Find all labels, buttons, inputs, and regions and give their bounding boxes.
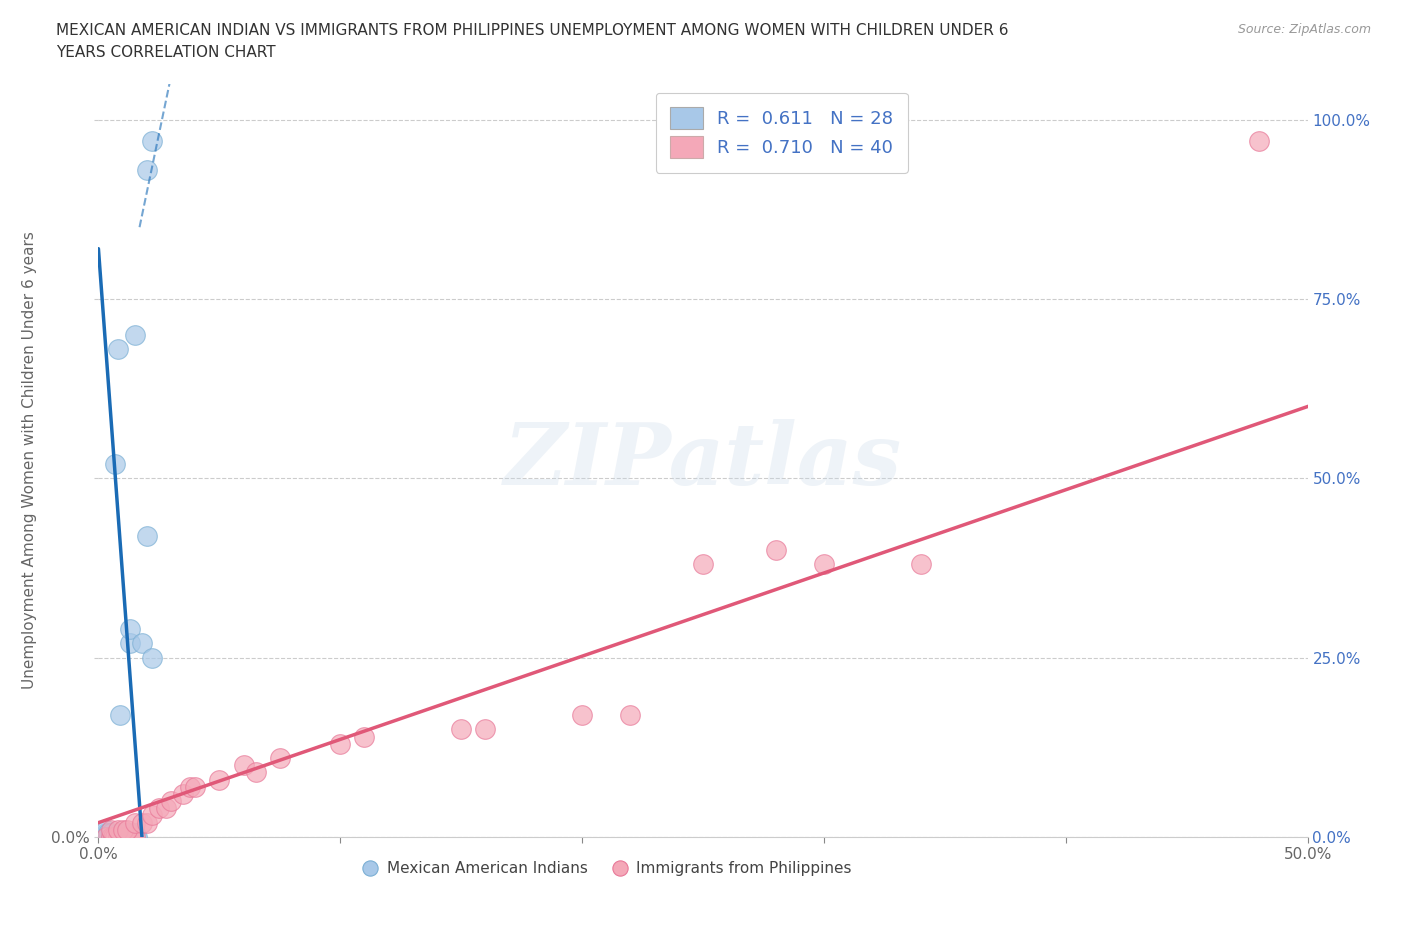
Point [141,808,163,823]
Point [104,830,127,844]
Point [118,621,141,636]
Point [571,708,593,723]
Point [118,636,141,651]
Point [107,826,129,841]
Point [101,830,124,844]
Point [101,830,124,844]
Point [135,163,157,178]
Point [100,830,122,844]
Point [94,826,117,841]
Point [108,830,131,844]
Point [124,816,146,830]
Point [121,830,143,844]
Point [100,826,122,841]
Point [97,826,120,841]
Point [131,636,153,651]
Point [124,826,146,841]
Point [117,830,139,844]
Point [111,826,134,841]
Point [94,830,117,844]
Point [108,708,131,723]
Point [155,801,177,816]
Point [474,722,496,737]
Point [108,826,131,841]
Point [450,722,472,737]
Legend: Mexican American Indians, Immigrants from Philippines: Mexican American Indians, Immigrants fro… [354,855,858,882]
Point [692,557,714,572]
Point [179,779,201,794]
Point [148,801,170,816]
Point [118,826,141,841]
Point [104,457,127,472]
Point [107,830,129,844]
Text: Source: ZipAtlas.com: Source: ZipAtlas.com [1237,23,1371,36]
Text: YEARS CORRELATION CHART: YEARS CORRELATION CHART [56,45,276,60]
Point [172,787,194,802]
Point [208,772,231,787]
Point [97,830,120,844]
Point [910,557,932,572]
Point [117,822,139,837]
Point [100,822,122,837]
Point [232,758,254,773]
Point [114,826,136,841]
Point [100,830,122,844]
Point [135,528,157,543]
Point [245,765,267,780]
Point [107,341,129,356]
Y-axis label: Unemployment Among Women with Children Under 6 years: Unemployment Among Women with Children U… [21,232,37,689]
Point [131,816,153,830]
Point [329,737,352,751]
Point [127,830,149,844]
Point [117,830,139,844]
Point [124,327,146,342]
Point [135,816,157,830]
Point [184,779,207,794]
Point [160,793,183,808]
Point [114,830,136,844]
Text: MEXICAN AMERICAN INDIAN VS IMMIGRANTS FROM PHILIPPINES UNEMPLOYMENT AMONG WOMEN : MEXICAN AMERICAN INDIAN VS IMMIGRANTS FR… [56,23,1008,38]
Point [111,830,134,844]
Point [107,822,129,837]
Point [765,542,787,557]
Point [1249,134,1271,149]
Point [107,830,129,844]
Point [111,822,134,837]
Point [104,830,127,844]
Point [141,134,163,149]
Point [94,822,117,837]
Point [111,830,134,844]
Point [124,830,146,844]
Point [813,557,835,572]
Point [619,708,641,723]
Text: ZIPatlas: ZIPatlas [503,418,903,502]
Point [141,650,163,665]
Point [269,751,291,765]
Point [353,729,375,744]
Point [118,830,141,844]
